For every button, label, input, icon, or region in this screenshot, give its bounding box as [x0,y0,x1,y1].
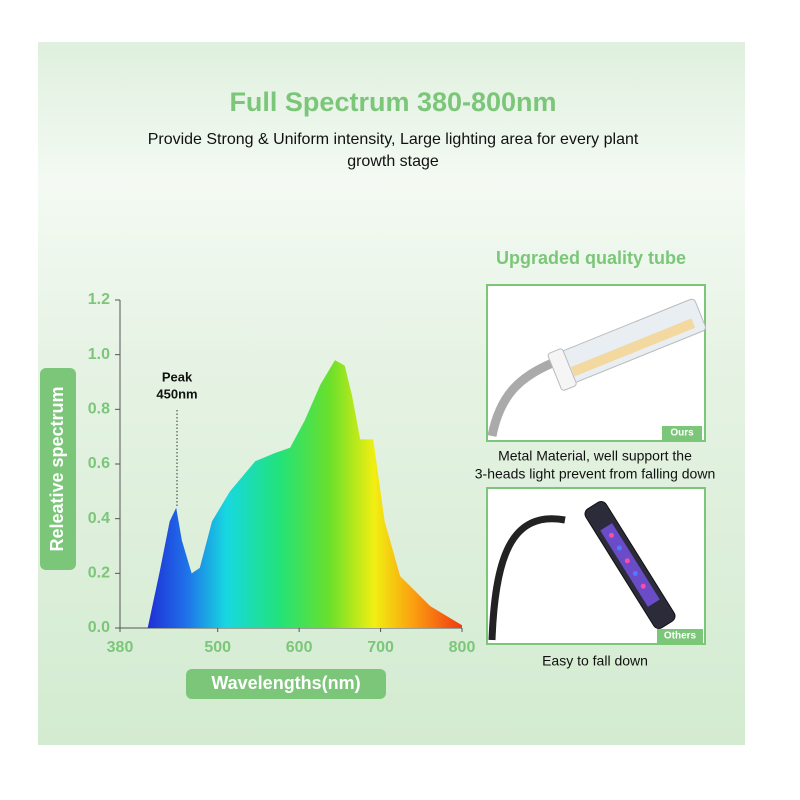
x-axis-label: Wavelengths(nm) [211,673,360,693]
gooseneck [488,515,566,641]
x-label-box [186,669,386,699]
caption: Easy to fall down [542,653,648,669]
tag: Others [664,631,697,642]
y-tick-label: 0.4 [88,510,110,527]
y-tick-label: 0.6 [88,455,110,472]
annotation: 450nm [156,386,197,401]
gooseneck [487,355,562,437]
spectrum-area [147,360,462,628]
tag: Ours [670,428,694,439]
title: Full Spectrum 380-800nm [229,87,556,117]
tag-box [662,426,702,440]
tag-box [657,629,703,643]
x-tick-label: 500 [204,639,231,656]
chart: 0.0 0.2 0.4 0.6 0.8 1.0 1.2 380 500 600 700 800 Peak… [88,291,476,656]
y-label-box [40,368,76,570]
annotation: Peak [162,369,193,384]
y-axis-label: Releative spectrum [47,386,67,551]
x-tick-label: 700 [367,639,394,656]
panel-title: Upgraded quality tube [496,248,686,268]
y-tick-label: 0.2 [88,565,110,582]
caption: Metal Material, well support the [498,448,692,464]
y-tick-label: 0.8 [88,401,110,418]
y-tick-label: 1.0 [88,346,110,363]
y-tick-label: 0.0 [88,619,110,636]
subtitle: growth stage [347,153,439,170]
subtitle: Provide Strong & Uniform intensity, Larg… [148,131,639,148]
x-tick-label: 800 [449,639,476,656]
caption: 3-heads light prevent from falling down [475,466,715,482]
led-tube [547,298,706,391]
y-tick-label: 1.2 [88,291,110,308]
x-tick-label: 380 [107,639,134,656]
x-tick-label: 600 [286,639,313,656]
led-tube [584,501,676,629]
